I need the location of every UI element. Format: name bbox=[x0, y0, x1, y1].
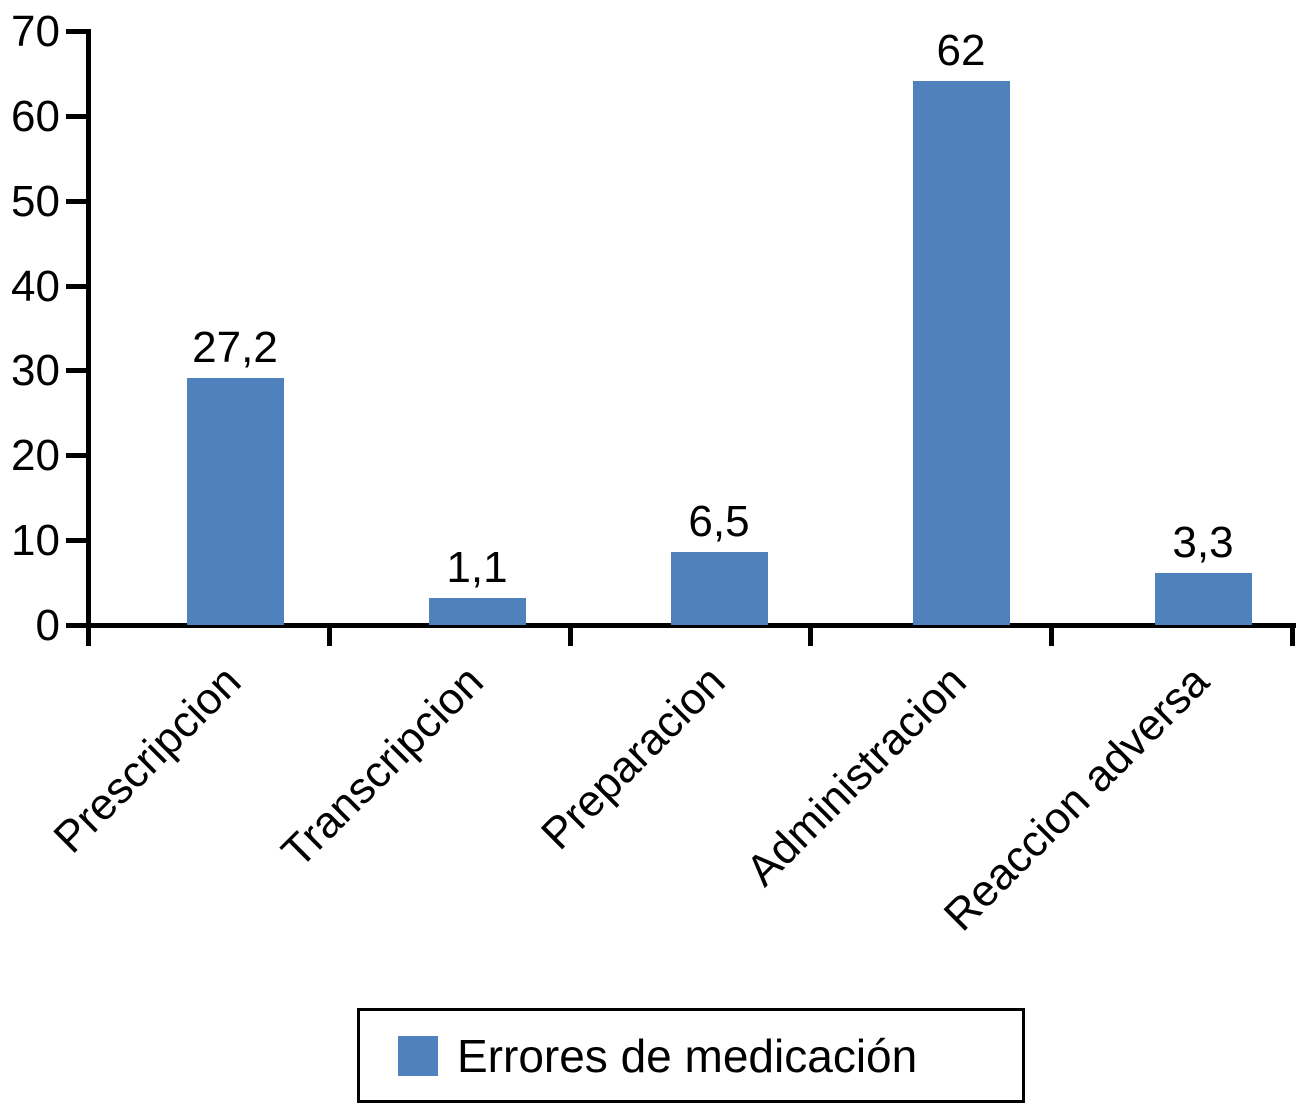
x-tick bbox=[326, 627, 332, 646]
x-tick bbox=[86, 627, 91, 646]
x-tick bbox=[1290, 627, 1295, 646]
y-tick bbox=[66, 623, 86, 628]
x-category-label-text: Prescripcion bbox=[44, 656, 251, 863]
legend-series-label: Errores de medicación bbox=[457, 1029, 918, 1082]
y-tick-label: 0 bbox=[35, 601, 60, 650]
y-tick-label: 50 bbox=[11, 176, 60, 226]
y-tick-label: 70 bbox=[11, 7, 60, 56]
bar-value-label: 3,3 bbox=[1172, 518, 1234, 567]
x-category-label-text: Administracion bbox=[737, 656, 977, 896]
bar bbox=[670, 552, 768, 625]
x-tick bbox=[808, 627, 814, 646]
bar-value-label: 1,1 bbox=[446, 543, 508, 592]
y-tick bbox=[66, 113, 86, 119]
x-tick bbox=[1049, 627, 1055, 646]
x-category-label-text: Preparacion bbox=[531, 656, 735, 860]
bar-value-label: 6,5 bbox=[688, 497, 750, 546]
y-tick-label: 30 bbox=[11, 346, 60, 396]
y-tick-label: 20 bbox=[11, 431, 60, 481]
y-tick bbox=[66, 368, 86, 374]
y-tick bbox=[66, 198, 86, 204]
x-tick bbox=[567, 627, 573, 646]
y-tick bbox=[66, 29, 86, 34]
x-category-label-text: Reaccion adversa bbox=[934, 656, 1219, 941]
y-axis-line bbox=[86, 29, 91, 627]
y-tick bbox=[66, 283, 86, 289]
bar bbox=[912, 81, 1010, 625]
y-tick-label: 40 bbox=[11, 261, 60, 311]
bar bbox=[428, 598, 526, 625]
bar-value-label: 62 bbox=[936, 26, 986, 75]
legend: Errores de medicación bbox=[357, 1008, 1025, 1103]
y-tick bbox=[66, 538, 86, 544]
bar-value-label: 27,2 bbox=[192, 323, 278, 372]
x-category-label-text: Transcripcion bbox=[272, 656, 493, 877]
y-tick bbox=[66, 453, 86, 459]
bar bbox=[186, 378, 284, 625]
y-tick-label: 60 bbox=[11, 91, 60, 141]
x-axis-line bbox=[86, 623, 1296, 628]
y-tick-label: 10 bbox=[11, 516, 60, 566]
legend-color-swatch bbox=[398, 1035, 438, 1076]
bar bbox=[1154, 573, 1252, 625]
